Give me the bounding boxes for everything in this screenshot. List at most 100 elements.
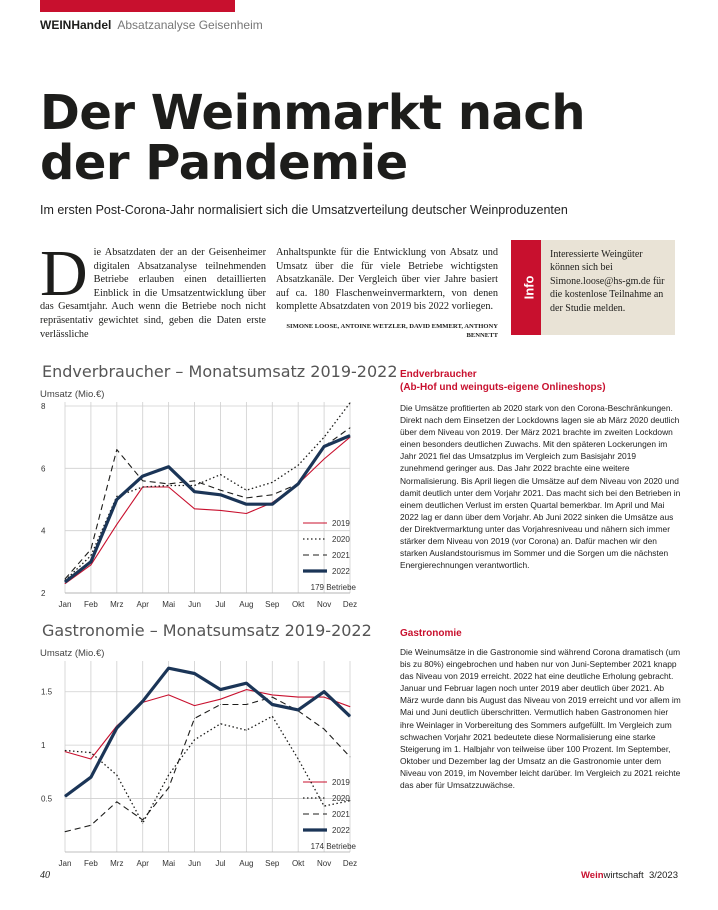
chart2-xtick-label: Jun (188, 859, 201, 868)
chart2-xtick-label: Jan (59, 859, 72, 868)
header-accent-bar (40, 0, 235, 12)
chart1-ylabel: Umsatz (Mio.€) (40, 389, 104, 400)
chart2-point-2019 (168, 694, 170, 696)
chart1-xtick-label: Mrz (110, 600, 123, 609)
footer-issue: 3/2023 (648, 870, 678, 881)
chart2-point-2021 (349, 756, 351, 758)
chart1-legend-label: 2019 (332, 519, 350, 528)
chart2-point-2022 (168, 667, 170, 669)
dropcap: D (40, 237, 88, 310)
chart2-point-2021 (220, 704, 221, 705)
chart2-point-2022 (297, 709, 299, 711)
chart2-xtick-label: Okt (292, 859, 305, 868)
chart1-xtick-label: Dez (343, 600, 357, 609)
chart2-ytick-label: 0.5 (41, 795, 53, 804)
chart2-point-2021 (64, 831, 66, 833)
chart2-point-2022 (194, 673, 195, 674)
chart1-point-2021 (271, 494, 273, 496)
chart2-series-2021 (64, 696, 351, 833)
chart2-title: Gastronomie – Monatsumsatz 2019-2022 (42, 621, 372, 640)
chart2-point-2020 (297, 758, 299, 760)
chart1-xtick-label: Sep (265, 600, 280, 609)
chart2-point-2020 (245, 729, 247, 731)
chart2-point-2021 (168, 787, 170, 789)
chart1-point-2020 (245, 489, 247, 491)
chart1-point-2022 (323, 446, 325, 447)
chart2-point-2020 (349, 800, 351, 802)
page-title: Der Weinmarkt nach der Pandemie (40, 85, 586, 191)
chart1-point-2022 (297, 483, 299, 485)
chart1-xtick-label: Feb (84, 600, 98, 609)
chart1-point-2021 (64, 578, 66, 580)
chart2-point-2022 (90, 776, 92, 778)
chart1-point-2020 (349, 402, 351, 404)
chart2-point-2019 (323, 696, 325, 698)
chart2-point-2021 (194, 718, 195, 719)
info-tab: Info (511, 240, 541, 335)
chart1-point-2019 (194, 508, 195, 510)
chart1-point-2019 (245, 513, 247, 514)
chart1-legend-label: 2022 (332, 567, 350, 576)
chart1-point-2020 (116, 495, 118, 497)
chart1-xtick-label: Mai (162, 600, 175, 609)
chart1-point-2022 (64, 581, 66, 583)
chart2-series-2020 (64, 715, 351, 824)
authors: SIMONE LOOSE, ANTOINE WETZLER, DAVID EMM… (286, 323, 498, 339)
chart2-point-2020 (90, 752, 92, 754)
chart1-series-2022 (64, 434, 351, 584)
chart1-ytick-label: 4 (41, 527, 46, 536)
chart2-ylabel: Umsatz (Mio.€) (40, 648, 104, 659)
chart2-legend-label: 2019 (332, 778, 350, 787)
info-box (541, 240, 675, 335)
running-header: WEINHandel Absatzanalyse Geisenheim (40, 18, 263, 32)
chart1-point-2022 (220, 494, 221, 496)
footer-brand: Weinwirtschaft 3/2023 (581, 870, 678, 881)
chart2-point-2021 (323, 728, 325, 730)
chart2-point-2020 (220, 723, 221, 725)
chart2-point-2019 (90, 758, 92, 760)
chart1-point-2021 (220, 489, 221, 491)
chart1-xtick-label: Okt (292, 600, 305, 609)
chart1-point-2022 (116, 499, 118, 500)
chart2-point-2019 (64, 751, 66, 752)
info-text: Interessierte Weingüter können sich bei … (550, 249, 665, 314)
chart1-legend-label: 2020 (332, 535, 350, 544)
chart1-point-2020 (271, 481, 273, 483)
intro-text-1: ie Absatzdaten der an der Geisenheimer d… (40, 247, 266, 340)
chart2-xtick-label: Apr (137, 859, 150, 868)
chart1-point-2021 (90, 548, 92, 550)
chart1-point-2022 (142, 475, 144, 477)
chart1-title: Endverbraucher – Monatsumsatz 2019-2022 (42, 362, 398, 381)
info-tab-label: Info (521, 275, 537, 300)
chart1-point-2021 (194, 480, 195, 482)
chart2-ytick-label: 1.5 (41, 688, 53, 697)
chart2-point-2020 (194, 739, 195, 741)
chart2-point-2022 (271, 704, 273, 705)
chart1-point-2022 (194, 491, 195, 493)
chart2-xtick-label: Nov (317, 859, 331, 868)
chart2-xtick-label: Aug (239, 859, 253, 868)
chart1-point-2019 (323, 458, 325, 460)
header-section: Absatzanalyse Geisenheim (117, 18, 263, 32)
chart2-ytick-label: 1 (41, 741, 46, 750)
page-number: 40 (40, 870, 50, 881)
chart2-point-2020 (142, 822, 144, 824)
chart1-ytick-label: 6 (41, 464, 46, 473)
chart1-xtick-label: Jun (188, 600, 201, 609)
chart1-series-2019 (64, 436, 351, 585)
chart-endverbraucher: Umsatz (Mio.€) Jan Feb Mrz Apr Mai Jun Jul Aug Se… (40, 389, 357, 609)
chart2-legend-label: 2021 (332, 810, 350, 819)
chart2-point-2022 (142, 700, 144, 702)
chart1-series-2021 (64, 427, 351, 580)
chart2-point-2020 (64, 750, 66, 751)
section-gastronomie-heading: Gastronomie (400, 628, 462, 639)
chart2-xtick-label: Dez (343, 859, 357, 868)
chart2-legend-label: 2020 (332, 794, 350, 803)
chart2-point-2020 (116, 774, 118, 776)
footer-brand-bold: Wein (581, 870, 604, 881)
chart2-point-2019 (245, 689, 247, 690)
chart1-ytick-label: 2 (41, 589, 46, 598)
chart1-point-2022 (245, 503, 247, 505)
chart1-point-2019 (220, 510, 221, 511)
